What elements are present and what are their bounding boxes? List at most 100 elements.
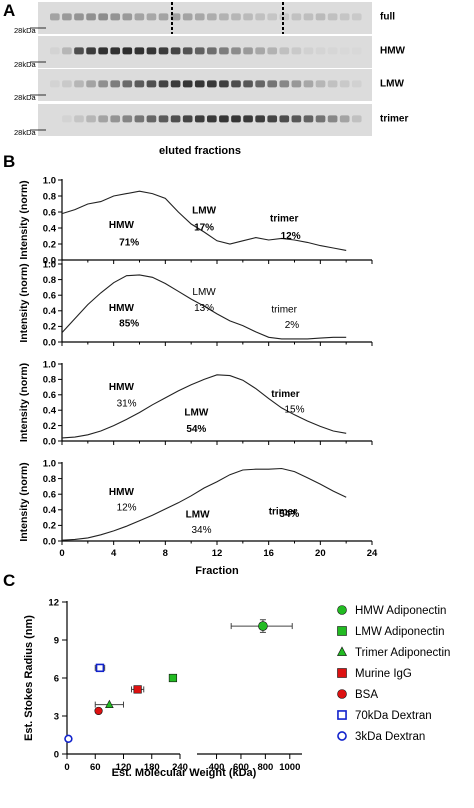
blot-band: [219, 115, 229, 123]
legend-item: 70kDa Dextran: [337, 710, 432, 722]
marker-square: [337, 626, 347, 636]
y-tick-label: 3: [54, 711, 59, 722]
blot-band: [62, 80, 72, 88]
marker-open-circle: [64, 734, 73, 744]
blot-band: [74, 47, 84, 55]
peak-annotation: 13%: [194, 303, 214, 314]
y-tick-label: 1.0: [43, 175, 56, 186]
blot-band: [110, 80, 121, 88]
peak-annotation: 54%: [279, 509, 299, 520]
intensity-line: [61, 374, 347, 439]
y-tick-label: 0.6: [43, 207, 56, 218]
marker-circle: [258, 621, 268, 631]
blot-band: [243, 115, 253, 123]
peak-annotation: 34%: [191, 525, 211, 536]
blot-band: [146, 115, 157, 123]
line-plot-1: 0.0 0.2 0.4 0.6 0.8 1.0 Intensity (norm) HMW 71%…: [18, 175, 373, 266]
blot-band: [86, 13, 96, 21]
peak-annotation: 71%: [119, 238, 139, 249]
blot-band: [194, 13, 205, 21]
marker-label: 28kDa: [14, 93, 37, 102]
blot-band: [243, 13, 253, 21]
blot-x-label: eluted fractions: [159, 145, 241, 157]
x-tick-label: 16: [263, 548, 274, 559]
blot-band: [231, 115, 241, 123]
marker-circle: [337, 605, 347, 615]
x-tick-label: 8: [163, 548, 168, 559]
blot-band: [231, 80, 241, 88]
blot-band: [134, 80, 145, 88]
blot-band: [291, 80, 302, 88]
blot-band: [86, 47, 96, 55]
blot-band: [303, 115, 314, 123]
blot-band: [110, 47, 121, 55]
blot-band: [50, 13, 60, 21]
x-tick-label: 20: [315, 548, 326, 559]
western-blot-panel: 28kDa full 28kDa HMW 28kDa LMW 28kDa trimer: [14, 2, 408, 137]
y-tick-label: 0: [54, 749, 59, 760]
blot-band: [50, 115, 60, 123]
x-tick-label: 1000: [279, 762, 300, 773]
blot-band: [291, 13, 302, 21]
blot-band: [170, 13, 181, 21]
data-point: [94, 663, 106, 673]
marker-triangle: [337, 646, 347, 656]
legend-label: HMW Adiponectin: [355, 605, 446, 617]
blot-band: [98, 13, 108, 21]
blot-band: [50, 47, 60, 55]
blot-band: [50, 80, 60, 88]
blot-band: [279, 13, 290, 21]
blot-band: [158, 115, 169, 123]
y-tick-label: 0.8: [43, 191, 56, 202]
peak-annotation: LMW: [192, 287, 216, 298]
intensity-line: [61, 274, 347, 340]
peak-annotation: HMW: [109, 220, 135, 231]
lane-label: trimer: [380, 114, 408, 125]
blot-band: [243, 47, 253, 55]
blot-band: [231, 13, 241, 21]
marker-circle: [94, 706, 103, 716]
y-tick-label: 9: [54, 635, 59, 646]
blot-band: [110, 115, 121, 123]
blot-band: [122, 47, 133, 55]
peak-annotation: 85%: [119, 318, 139, 329]
legend-item: HMW Adiponectin: [337, 605, 446, 617]
peak-annotation: HMW: [109, 382, 135, 393]
peak-annotation: 15%: [284, 405, 304, 416]
blot-band: [122, 115, 133, 123]
blot-band: [62, 115, 72, 123]
y-tick-label: 0.8: [43, 375, 56, 386]
blot-band: [231, 47, 241, 55]
blot-band: [170, 80, 181, 88]
y-tick-label: 0.6: [43, 291, 56, 302]
blot-band: [158, 47, 169, 55]
marker-circle: [337, 689, 347, 699]
lane-label: full: [380, 12, 395, 23]
blot-band: [146, 80, 157, 88]
y-tick-label: 0.4: [43, 406, 57, 417]
marker-square: [133, 685, 142, 694]
blot-band: [170, 115, 181, 123]
blot-band: [303, 47, 314, 55]
blot-band: [134, 47, 145, 55]
y-axis-title: Intensity (norm): [18, 180, 30, 259]
y-tick-label: 0.2: [43, 421, 56, 432]
data-point: [64, 734, 73, 744]
peak-annotation: 54%: [186, 424, 206, 435]
marker-triangle: [105, 699, 114, 708]
marker-open-circle: [337, 731, 347, 741]
lane-label: LMW: [380, 79, 404, 90]
blot-band: [327, 47, 338, 55]
blot-band: [122, 80, 133, 88]
peak-annotation: 2%: [285, 320, 300, 331]
x-tick-label: 60: [90, 762, 101, 773]
blot-band: [279, 80, 290, 88]
blot-band: [74, 13, 84, 21]
y-tick-label: 1.0: [43, 259, 56, 270]
blot-band: [62, 47, 72, 55]
data-point: [230, 619, 293, 633]
blot-band: [351, 115, 362, 123]
x-tick-label: 4: [111, 548, 117, 559]
blot-band: [267, 80, 278, 88]
